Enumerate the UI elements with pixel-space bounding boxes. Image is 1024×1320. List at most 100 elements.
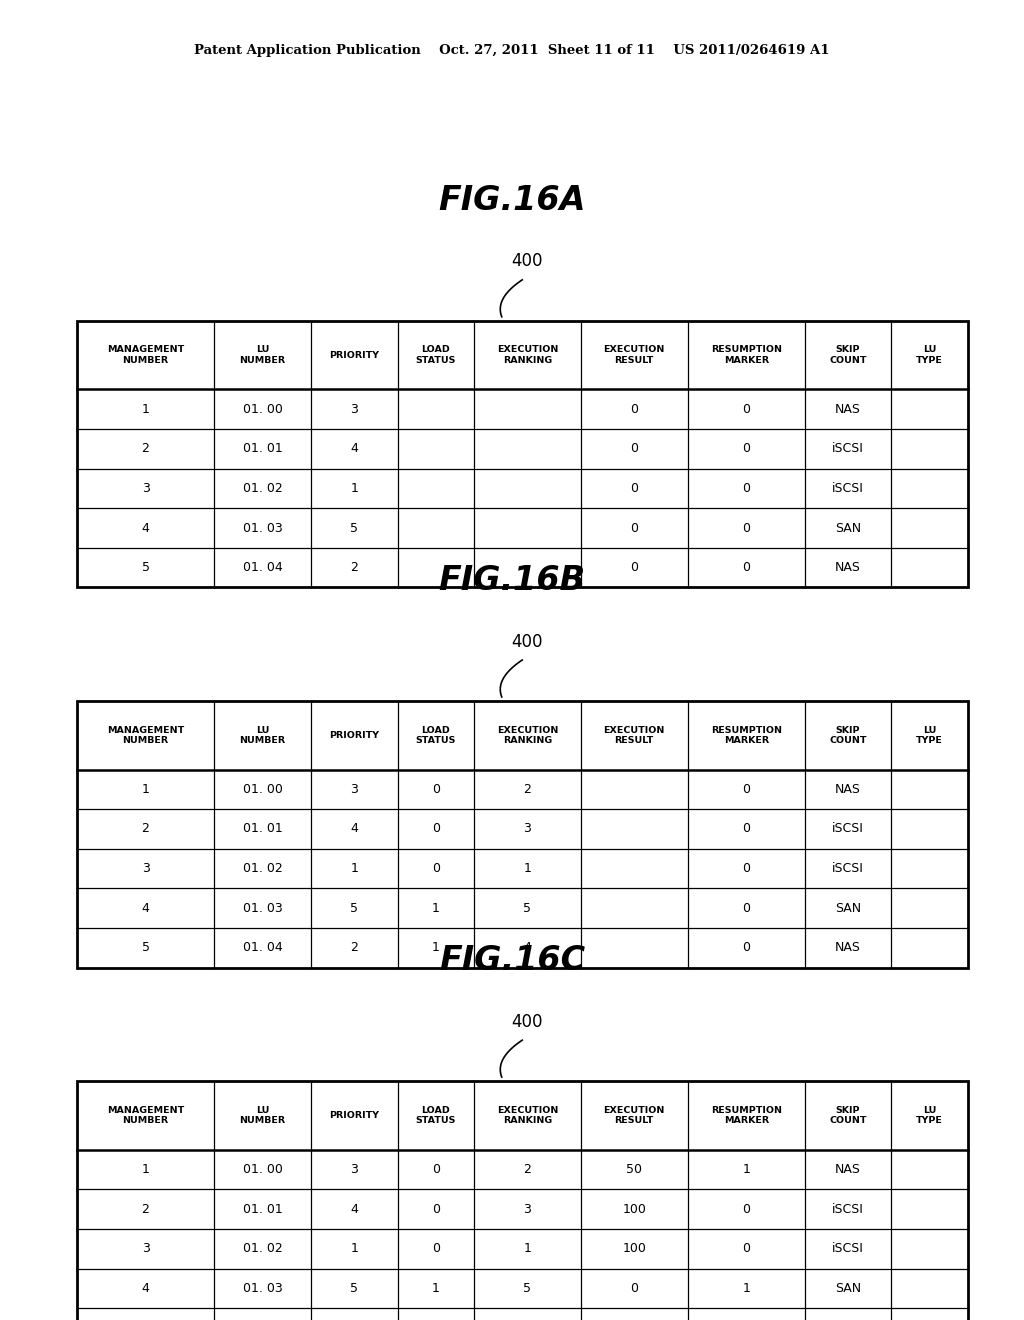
Text: LU
NUMBER: LU NUMBER — [240, 726, 286, 744]
Text: 0: 0 — [630, 521, 638, 535]
Text: NAS: NAS — [836, 403, 861, 416]
Text: 01. 01: 01. 01 — [243, 1203, 283, 1216]
Text: LU
NUMBER: LU NUMBER — [240, 346, 286, 364]
Text: 5: 5 — [523, 902, 531, 915]
Text: iSCSI: iSCSI — [833, 862, 864, 875]
Text: 0: 0 — [742, 941, 751, 954]
Text: 100: 100 — [623, 1242, 646, 1255]
Text: iSCSI: iSCSI — [833, 822, 864, 836]
Text: 4: 4 — [141, 521, 150, 535]
Text: 01. 04: 01. 04 — [243, 561, 283, 574]
Text: 50: 50 — [627, 1163, 642, 1176]
Text: 0: 0 — [742, 403, 751, 416]
Text: NAS: NAS — [836, 561, 861, 574]
Text: iSCSI: iSCSI — [833, 1242, 864, 1255]
Text: 100: 100 — [623, 1203, 646, 1216]
Text: 01. 01: 01. 01 — [243, 822, 283, 836]
Text: 4: 4 — [141, 902, 150, 915]
Text: NAS: NAS — [836, 1163, 861, 1176]
Text: LU
NUMBER: LU NUMBER — [240, 1106, 286, 1125]
Text: EXECUTION
RANKING: EXECUTION RANKING — [497, 1106, 558, 1125]
Text: 1: 1 — [141, 403, 150, 416]
Text: 3: 3 — [350, 1163, 358, 1176]
Text: 4: 4 — [141, 1282, 150, 1295]
Text: EXECUTION
RESULT: EXECUTION RESULT — [603, 346, 665, 364]
Text: 1: 1 — [432, 1282, 439, 1295]
Text: iSCSI: iSCSI — [833, 482, 864, 495]
Text: 2: 2 — [141, 1203, 150, 1216]
Text: NAS: NAS — [836, 783, 861, 796]
Text: iSCSI: iSCSI — [833, 1203, 864, 1216]
Text: RESUMPTION
MARKER: RESUMPTION MARKER — [711, 726, 781, 744]
Text: SKIP
COUNT: SKIP COUNT — [829, 1106, 866, 1125]
Text: PRIORITY: PRIORITY — [330, 351, 379, 359]
Text: 5: 5 — [141, 561, 150, 574]
Text: 4: 4 — [523, 941, 531, 954]
Text: 0: 0 — [630, 482, 638, 495]
Text: SKIP
COUNT: SKIP COUNT — [829, 726, 866, 744]
Text: 0: 0 — [742, 822, 751, 836]
Text: 0: 0 — [742, 561, 751, 574]
Text: 01. 02: 01. 02 — [243, 1242, 283, 1255]
Text: 1: 1 — [141, 783, 150, 796]
Text: 3: 3 — [141, 482, 150, 495]
Text: MANAGEMENT
NUMBER: MANAGEMENT NUMBER — [106, 1106, 184, 1125]
Text: 01. 03: 01. 03 — [243, 902, 283, 915]
Text: 2: 2 — [523, 783, 531, 796]
Text: 01. 01: 01. 01 — [243, 442, 283, 455]
Text: 3: 3 — [350, 403, 358, 416]
Text: 0: 0 — [742, 783, 751, 796]
Text: 4: 4 — [350, 442, 358, 455]
Text: 0: 0 — [432, 822, 439, 836]
Bar — [77, 321, 968, 587]
Text: EXECUTION
RESULT: EXECUTION RESULT — [603, 1106, 665, 1125]
Text: 1: 1 — [523, 862, 531, 875]
Text: 0: 0 — [432, 1203, 439, 1216]
Text: 01. 00: 01. 00 — [243, 1163, 283, 1176]
Text: FIG.16B: FIG.16B — [438, 565, 586, 597]
Text: 0: 0 — [742, 902, 751, 915]
Text: 0: 0 — [630, 442, 638, 455]
Text: 1: 1 — [350, 482, 358, 495]
Text: SAN: SAN — [835, 1282, 861, 1295]
Bar — [77, 1081, 968, 1320]
Text: 0: 0 — [432, 1163, 439, 1176]
Text: RESUMPTION
MARKER: RESUMPTION MARKER — [711, 346, 781, 364]
Text: 3: 3 — [141, 862, 150, 875]
Text: 2: 2 — [141, 822, 150, 836]
Text: 01. 02: 01. 02 — [243, 482, 283, 495]
Text: 0: 0 — [742, 1242, 751, 1255]
Text: 0: 0 — [742, 1203, 751, 1216]
Text: 01. 04: 01. 04 — [243, 941, 283, 954]
Bar — [77, 701, 968, 968]
Text: MANAGEMENT
NUMBER: MANAGEMENT NUMBER — [106, 346, 184, 364]
Text: FIG.16C: FIG.16C — [439, 945, 585, 977]
Text: 5: 5 — [350, 902, 358, 915]
Text: 5: 5 — [141, 941, 150, 954]
Text: SKIP
COUNT: SKIP COUNT — [829, 346, 866, 364]
Text: 1: 1 — [141, 1163, 150, 1176]
Text: 01. 03: 01. 03 — [243, 521, 283, 535]
Text: 1: 1 — [350, 862, 358, 875]
Text: 0: 0 — [630, 561, 638, 574]
Text: 400: 400 — [512, 1012, 543, 1031]
Text: LU
TYPE: LU TYPE — [916, 1106, 943, 1125]
Text: 2: 2 — [350, 561, 358, 574]
Text: LU
TYPE: LU TYPE — [916, 346, 943, 364]
Text: 0: 0 — [630, 1282, 638, 1295]
Text: MANAGEMENT
NUMBER: MANAGEMENT NUMBER — [106, 726, 184, 744]
Text: NAS: NAS — [836, 941, 861, 954]
Text: EXECUTION
RANKING: EXECUTION RANKING — [497, 346, 558, 364]
Text: SAN: SAN — [835, 521, 861, 535]
Text: EXECUTION
RESULT: EXECUTION RESULT — [603, 726, 665, 744]
Text: 1: 1 — [432, 902, 439, 915]
Text: EXECUTION
RANKING: EXECUTION RANKING — [497, 726, 558, 744]
Text: LOAD
STATUS: LOAD STATUS — [416, 1106, 456, 1125]
Text: LU
TYPE: LU TYPE — [916, 726, 943, 744]
Text: 0: 0 — [630, 403, 638, 416]
Text: 0: 0 — [432, 862, 439, 875]
Text: 3: 3 — [141, 1242, 150, 1255]
Text: 1: 1 — [432, 941, 439, 954]
Text: 3: 3 — [350, 783, 358, 796]
Text: FIG.16A: FIG.16A — [438, 185, 586, 218]
